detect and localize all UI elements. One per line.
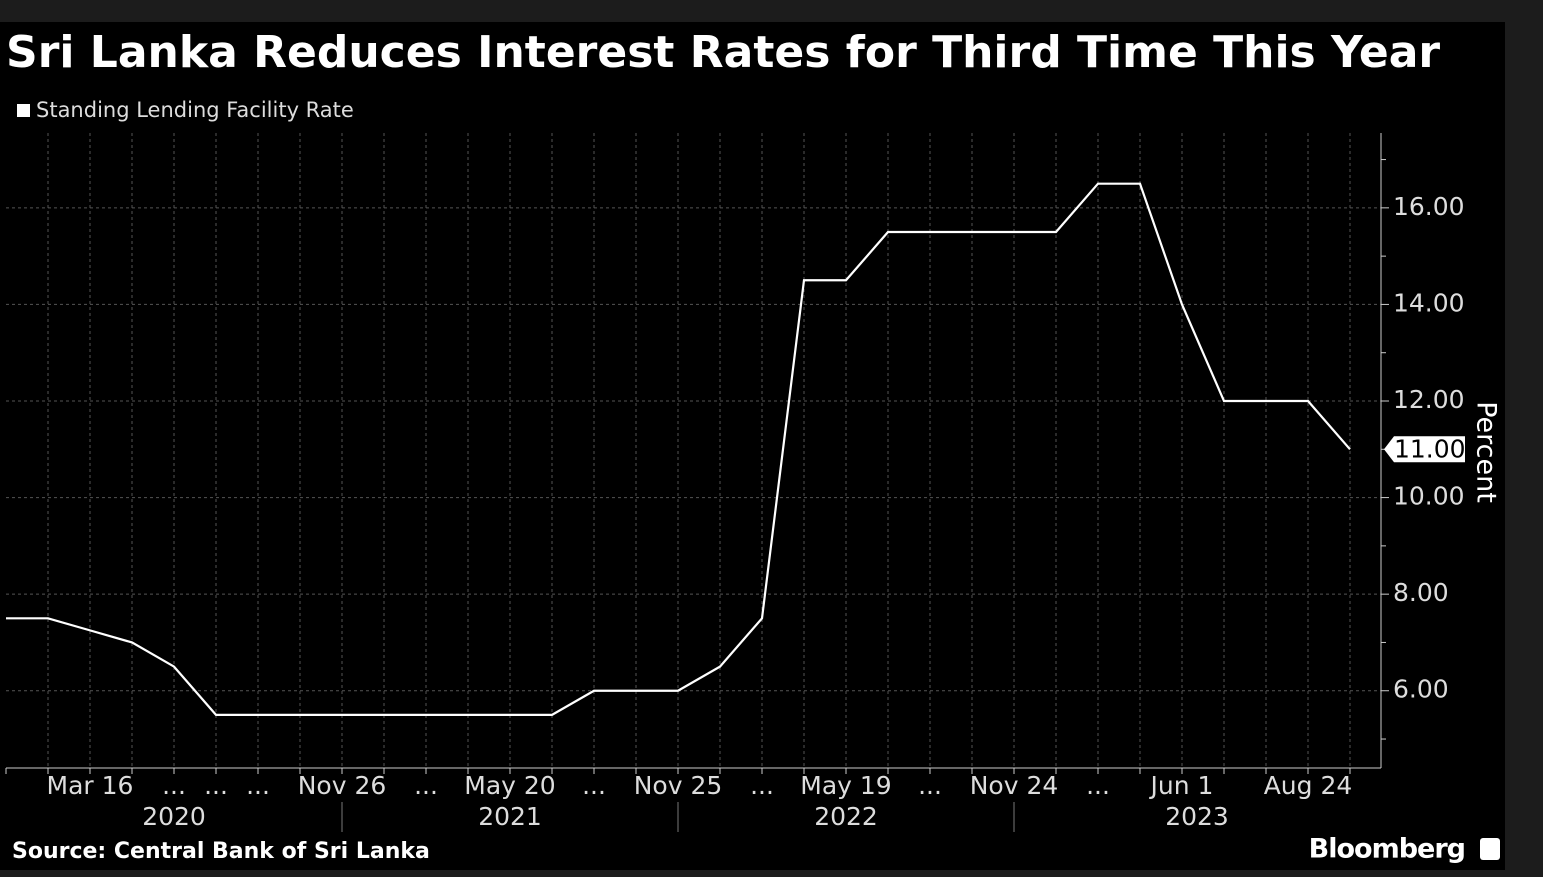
source: Source: Central Bank of Sri Lanka [12,839,430,864]
year-label: 2021 [478,802,542,831]
x-tick-label: ... [918,771,942,800]
x-tick-label: ... [1086,771,1110,800]
x-tick-label: Nov 24 [970,771,1059,800]
legend-swatch [17,104,30,117]
x-tick-label: ... [246,771,270,800]
value-label: 11.00 [1394,434,1466,463]
x-tick-label: Nov 26 [298,771,387,800]
x-tick-label: ... [582,771,606,800]
x-tick-label: ... [162,771,186,800]
y-tick-label: 12.00 [1393,385,1465,414]
y-tick-label: 8.00 [1393,578,1449,607]
brand: Bloomberg [1309,834,1465,865]
x-tick-label: Nov 25 [634,771,723,800]
x-tick-label: ... [204,771,228,800]
x-tick-label: Mar 16 [47,771,134,800]
chart-title: Sri Lanka Reduces Interest Rates for Thi… [6,27,1440,78]
y-tick-label: 6.00 [1393,675,1449,704]
x-tick-label: Aug 24 [1264,771,1353,800]
y-tick-label: 16.00 [1393,192,1465,221]
value-label-box [1384,436,1465,463]
x-tick-label: May 19 [800,771,891,800]
x-tick-label: ... [414,771,438,800]
x-tick-label: ... [750,771,774,800]
y-tick-label: 14.00 [1393,288,1465,317]
year-label: 2023 [1165,802,1229,831]
x-tick-label: May 20 [464,771,555,800]
brand-icon [1480,838,1500,860]
y-tick-label: 10.00 [1393,482,1465,511]
background [0,22,1505,870]
year-label: 2022 [814,802,878,831]
year-label: 2020 [142,802,206,831]
x-tick-label: Jun 1 [1149,771,1214,800]
legend-label: Standing Lending Facility Rate [36,98,354,122]
line-series [6,182,1351,716]
y-axis-label: Percent [1471,401,1502,503]
